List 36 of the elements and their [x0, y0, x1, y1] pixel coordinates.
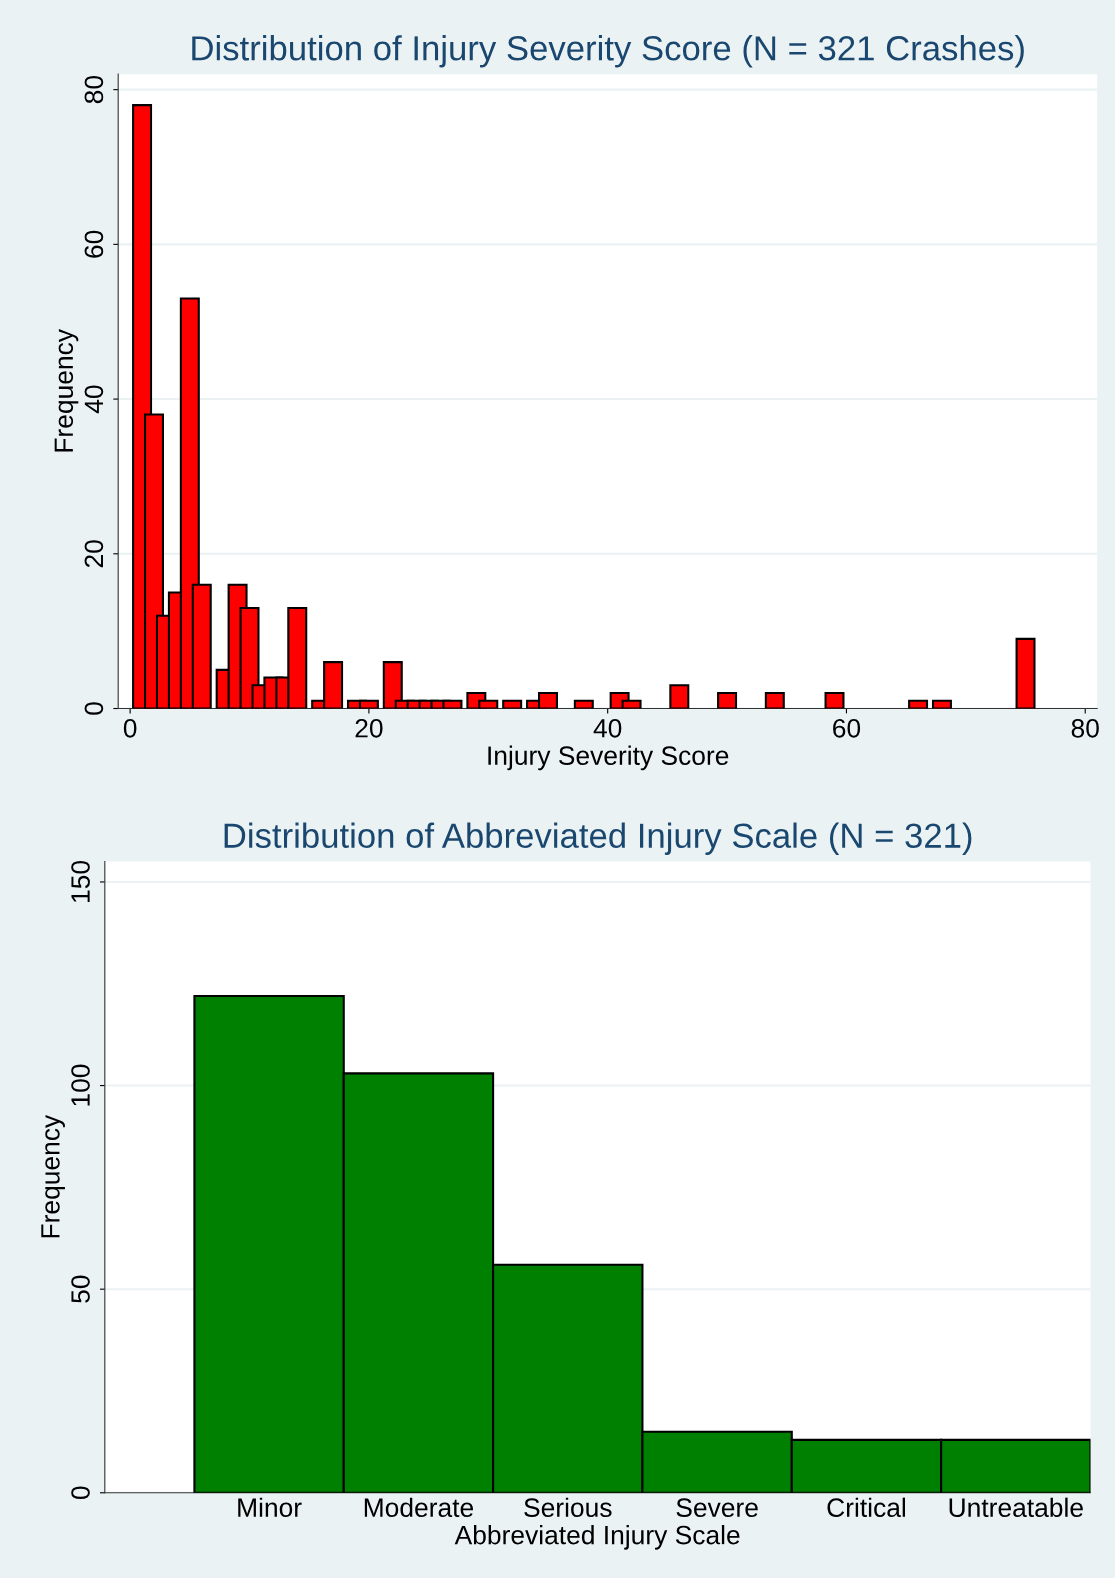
bar — [717, 692, 738, 709]
x-tick-label: 80 — [1071, 718, 1099, 738]
y-tick-label: 0 — [84, 702, 104, 715]
y-tick-label: 60 — [84, 230, 104, 258]
x-tick-label: 40 — [593, 718, 622, 738]
x-tick-label: 60 — [833, 718, 861, 738]
x-tick-label: Severe — [676, 1498, 758, 1518]
y-tick-label: 100 — [71, 1064, 90, 1106]
x-axis-title: Injury Severity Score — [488, 745, 729, 771]
x-tick-label: 20 — [355, 718, 383, 738]
y-axis-title: Frequency — [41, 1114, 65, 1238]
y-axis-title: Frequency — [54, 329, 79, 452]
y-tick-label: 40 — [84, 385, 104, 414]
chart-title: Distribution of Injury Severity Score (N = 321 Crashes) — [192, 35, 1024, 68]
bar — [824, 692, 845, 709]
chart-title: Distribution of Abbreviated Injury Scale (N = 321) — [224, 822, 972, 855]
x-tick-label: Moderate — [364, 1497, 473, 1518]
bar — [382, 661, 403, 709]
x-tick-label: Untreatable — [949, 1497, 1083, 1518]
x-tick-label: Minor — [238, 1497, 302, 1518]
y-tick-label: 150 — [71, 860, 90, 902]
bar — [931, 699, 952, 709]
x-tick-label: 0 — [123, 718, 137, 738]
y-tick-label: 80 — [84, 75, 104, 104]
bar — [1015, 637, 1036, 709]
bar — [669, 684, 690, 709]
x-tick-label: Serious — [524, 1497, 612, 1518]
y-tick-label: 0 — [71, 1486, 90, 1500]
y-tick-label: 20 — [84, 540, 104, 568]
x-axis-title: Abbreviated Injury Scale — [454, 1525, 740, 1550]
bar — [502, 699, 523, 709]
bar — [908, 699, 929, 709]
x-tick-label: Critical — [827, 1497, 906, 1518]
bar — [573, 699, 594, 709]
bar — [764, 692, 785, 709]
y-tick-label: 50 — [71, 1275, 90, 1303]
